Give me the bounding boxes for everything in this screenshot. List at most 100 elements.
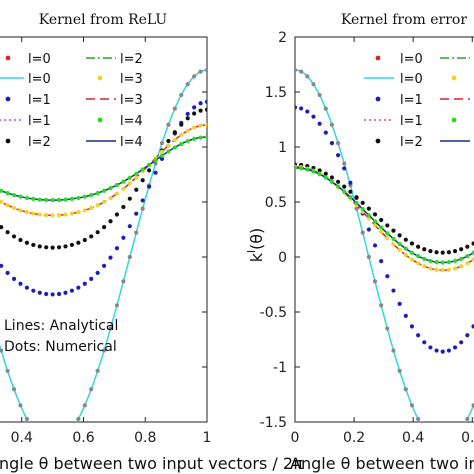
panel-kernel-error: Kernel from error 0 0.2 0.4 0.6 -1.5 -1 -0.5 0 0… — [245, 12, 474, 473]
data-point-l=4 — [166, 149, 171, 154]
y-tick-label: 1 — [278, 140, 287, 156]
data-point-l=3 — [24, 210, 29, 215]
data-point-l=2 — [385, 223, 390, 228]
data-point-l=4 — [101, 188, 107, 193]
data-point-l=1 — [134, 211, 139, 216]
data-point-l=0 — [329, 122, 335, 127]
data-point-l=0 — [385, 326, 390, 331]
data-point-l=1 — [76, 285, 81, 290]
x-tick-label: 1 — [203, 430, 212, 446]
data-point-l=1 — [127, 224, 132, 229]
data-point-l=4 — [329, 179, 335, 184]
data-point-l=3 — [166, 143, 171, 148]
data-point-l=3 — [69, 211, 75, 216]
y-tick-label: -1 — [273, 360, 287, 376]
data-point-l=4 — [385, 231, 390, 236]
data-point-l=2 — [56, 245, 62, 250]
data-point-l=3 — [121, 186, 126, 191]
data-point-l=0 — [391, 348, 396, 353]
data-point-l=3 — [37, 212, 42, 217]
data-point-l=4 — [416, 254, 421, 259]
data-point-l=4 — [299, 166, 304, 171]
y-tick-label: -1.5 — [260, 415, 287, 431]
data-point-l=4 — [159, 153, 165, 158]
legend-marker — [375, 138, 381, 144]
data-point-l=4 — [459, 256, 464, 261]
data-point-l=0 — [185, 82, 190, 87]
data-point-l=3 — [89, 205, 94, 211]
data-point-l=0 — [179, 92, 184, 98]
data-point-l=2 — [114, 212, 120, 217]
data-point-l=4 — [31, 196, 36, 202]
data-point-l=1 — [385, 274, 390, 279]
data-point-l=3 — [446, 267, 451, 272]
data-point-l=2 — [82, 237, 87, 243]
y-tick-label: 0.5 — [265, 195, 287, 211]
data-point-l=1 — [440, 349, 445, 354]
data-point-l=1 — [317, 121, 322, 126]
data-point-l=3 — [101, 199, 107, 204]
data-point-l=2 — [63, 244, 68, 249]
legend-label: l=1 — [400, 114, 423, 129]
data-point-l=0 — [153, 161, 158, 166]
data-point-l=2 — [428, 249, 433, 254]
data-point-l=4 — [465, 254, 470, 259]
legend-marker — [5, 55, 11, 61]
data-point-l=3 — [385, 236, 390, 241]
y-label-theta: (θ) — [247, 228, 266, 250]
data-point-l=4 — [471, 250, 474, 255]
data-point-l=3 — [452, 266, 458, 271]
data-point-l=1 — [192, 105, 197, 110]
data-point-l=2 — [379, 217, 384, 223]
data-point-l=1 — [446, 348, 451, 353]
data-point-l=1 — [101, 263, 107, 268]
data-point-l=2 — [471, 241, 474, 246]
data-point-l=4 — [198, 135, 203, 140]
right-y-axis-label: kl(θ) — [245, 228, 266, 263]
data-point-l=4 — [409, 250, 415, 255]
data-point-l=2 — [323, 171, 328, 176]
data-point-l=0 — [192, 74, 197, 79]
data-point-l=1 — [348, 180, 353, 185]
x-tick-label: 0.4 — [402, 430, 424, 446]
legend-label: l=0 — [400, 52, 423, 67]
data-point-l=1 — [63, 290, 68, 295]
data-point-l=3 — [403, 252, 408, 258]
data-point-l=2 — [37, 244, 42, 249]
data-point-l=2 — [185, 116, 190, 121]
data-point-l=2 — [5, 230, 10, 235]
data-point-l=2 — [101, 225, 107, 230]
series-line-l=0 — [295, 69, 474, 422]
data-point-l=4 — [360, 206, 365, 212]
data-point-l=1 — [11, 276, 17, 281]
data-point-l=3 — [198, 123, 203, 128]
data-point-l=4 — [379, 225, 384, 230]
data-point-l=3 — [422, 264, 427, 269]
data-point-l=1 — [379, 259, 384, 264]
data-point-l=3 — [82, 208, 87, 213]
y-tick-label: 0 — [278, 250, 287, 266]
data-point-l=2 — [11, 234, 17, 239]
data-point-l=1 — [5, 270, 10, 275]
data-point-l=3 — [391, 242, 396, 247]
data-point-l=1 — [416, 333, 421, 338]
data-point-l=0 — [18, 403, 23, 408]
data-point-l=2 — [166, 138, 171, 144]
data-point-l=3 — [366, 216, 371, 221]
data-point-l=3 — [134, 175, 139, 180]
data-point-l=1 — [305, 109, 310, 114]
legend-label: l=0 — [28, 52, 51, 67]
data-point-l=2 — [127, 196, 132, 201]
data-point-l=3 — [465, 261, 470, 266]
data-point-l=0 — [335, 141, 341, 146]
legend-marker — [375, 55, 381, 61]
legend-label: l=4 — [120, 135, 143, 150]
data-point-l=1 — [0, 263, 4, 268]
y-label-k: k — [247, 252, 266, 262]
data-point-l=1 — [56, 291, 62, 297]
data-point-l=4 — [440, 260, 445, 265]
data-point-l=3 — [409, 257, 415, 262]
data-point-l=0 — [159, 141, 165, 146]
data-point-l=2 — [397, 233, 402, 238]
